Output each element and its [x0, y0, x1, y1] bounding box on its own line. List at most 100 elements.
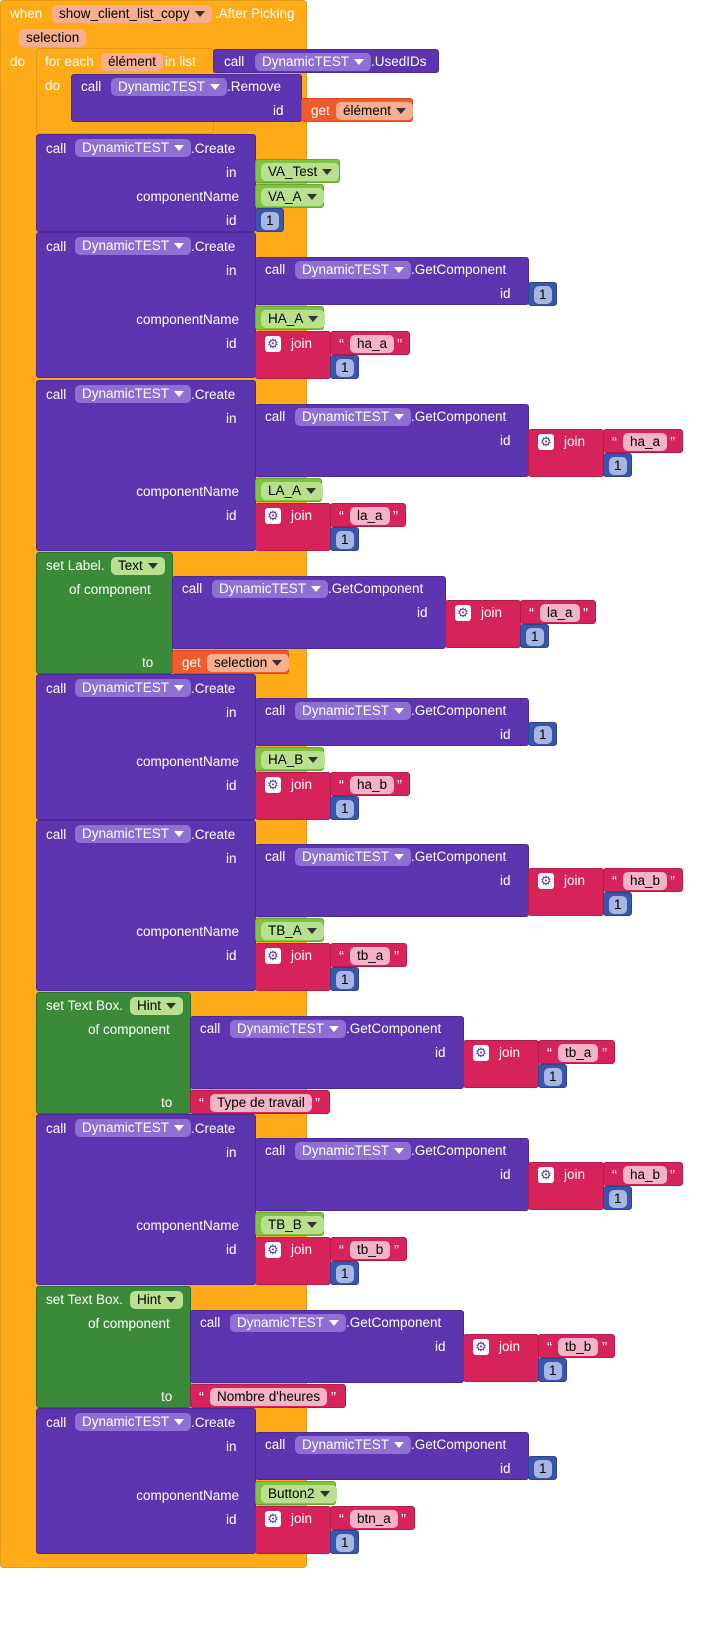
number-value[interactable]: 1 [336, 800, 354, 818]
number-value[interactable]: 1 [609, 457, 627, 475]
component-dropdown[interactable]: LA_A [261, 482, 324, 500]
number-block[interactable]: 1 [255, 208, 284, 232]
text-value[interactable]: la_a [540, 604, 580, 622]
get-component-block[interactable]: call DynamicTEST .GetComponent id [255, 1432, 529, 1480]
join-block[interactable]: ⚙ join [463, 1334, 539, 1382]
property-dropdown[interactable]: Hint [130, 997, 184, 1015]
number-block[interactable]: 1 [330, 1530, 359, 1554]
number-block[interactable]: 1 [528, 722, 557, 746]
set-textbox-hint-block-1[interactable]: set Text Box. Hint of component to [36, 992, 191, 1114]
component-dropdown[interactable]: DynamicTEST [230, 1314, 347, 1332]
property-dropdown[interactable]: Hint [130, 1291, 184, 1309]
number-value[interactable]: 1 [526, 628, 544, 646]
component-block-ha-b[interactable]: HA_B [255, 747, 326, 771]
create-block-5[interactable]: call DynamicTEST .Create in componentNam… [36, 820, 256, 991]
text-value[interactable]: Nombre d'heures [210, 1388, 328, 1406]
component-dropdown[interactable]: DynamicTEST [230, 1020, 347, 1038]
text-block[interactable]: “ ha_b ” [330, 772, 410, 796]
number-block[interactable]: 1 [603, 1186, 632, 1210]
text-block-nombre-heures[interactable]: “ Nombre d'heures ” [190, 1384, 346, 1408]
component-dropdown[interactable]: DynamicTEST [212, 580, 329, 598]
component-dropdown[interactable]: HA_A [261, 310, 326, 328]
set-label-text-block[interactable]: set Label. Text of component to [36, 552, 173, 674]
text-value[interactable]: ha_b [350, 776, 395, 794]
get-component-block[interactable]: call DynamicTEST .GetComponent id [172, 576, 446, 649]
loop-var-element[interactable]: élément [101, 53, 164, 71]
create-block-7[interactable]: call DynamicTEST .Create in componentNam… [36, 1408, 256, 1554]
component-block-la-a[interactable]: LA_A [255, 478, 324, 502]
number-value[interactable]: 1 [544, 1362, 562, 1380]
component-dropdown[interactable]: TB_A [261, 922, 324, 940]
create-block-6[interactable]: call DynamicTEST .Create in componentNam… [36, 1114, 256, 1285]
text-block[interactable]: “ ha_a ” [603, 429, 683, 453]
component-dropdown[interactable]: DynamicTEST [75, 237, 192, 255]
number-block[interactable]: 1 [330, 796, 359, 820]
text-value[interactable]: la_a [350, 507, 390, 525]
get-component-block[interactable]: call DynamicTEST .GetComponent id [190, 1016, 464, 1089]
component-dropdown[interactable]: VA_A [261, 188, 324, 206]
get-component-block[interactable]: call DynamicTEST .GetComponent id [255, 257, 529, 305]
component-block-va-test[interactable]: VA_Test [255, 159, 340, 183]
number-block[interactable]: 1 [330, 527, 359, 551]
text-block[interactable]: “ tb_a ” [330, 943, 407, 967]
text-block[interactable]: “ la_a ” [520, 600, 596, 624]
join-block[interactable]: ⚙ join [255, 1506, 331, 1554]
gear-icon[interactable]: ⚙ [538, 1167, 554, 1183]
set-textbox-hint-block-2[interactable]: set Text Box. Hint of component to [36, 1286, 191, 1408]
join-block[interactable]: ⚙ join [445, 600, 521, 648]
component-dropdown[interactable]: DynamicTEST [75, 139, 192, 157]
create-block-1[interactable]: call DynamicTEST .Create in componentNam… [36, 134, 256, 232]
text-value[interactable]: Type de travail [210, 1094, 312, 1112]
text-block[interactable]: “ ha_b ” [603, 1162, 683, 1186]
gear-icon[interactable]: ⚙ [265, 777, 281, 793]
gear-icon[interactable]: ⚙ [265, 336, 281, 352]
text-value[interactable]: btn_a [350, 1510, 398, 1528]
text-block-type-travail[interactable]: “ Type de travail ” [190, 1090, 330, 1114]
number-value[interactable]: 1 [534, 1460, 552, 1478]
component-dropdown[interactable]: VA_Test [261, 163, 340, 181]
join-block[interactable]: ⚙ join [255, 331, 331, 379]
text-block[interactable]: “ ha_a ” [330, 331, 410, 355]
component-block-ha-a[interactable]: HA_A [255, 306, 326, 330]
gear-icon[interactable]: ⚙ [473, 1339, 489, 1355]
number-block[interactable]: 1 [538, 1358, 567, 1382]
text-value[interactable]: tb_b [558, 1338, 599, 1356]
text-value[interactable]: ha_a [350, 335, 395, 353]
component-dropdown[interactable]: HA_B [261, 751, 326, 769]
component-dropdown[interactable]: DynamicTEST [295, 1142, 412, 1160]
text-value[interactable]: tb_a [558, 1044, 599, 1062]
variable-dropdown[interactable]: élément [336, 102, 414, 120]
text-block[interactable]: “ tb_a ” [538, 1040, 615, 1064]
number-block[interactable]: 1 [520, 624, 549, 648]
text-block[interactable]: “ tb_b ” [330, 1237, 407, 1261]
number-value[interactable]: 1 [336, 359, 354, 377]
create-block-3[interactable]: call DynamicTEST .Create in componentNam… [36, 380, 256, 551]
create-block-4[interactable]: call DynamicTEST .Create in componentNam… [36, 674, 256, 820]
variable-dropdown[interactable]: selection [207, 654, 290, 672]
component-dropdown[interactable]: DynamicTEST [295, 1436, 412, 1454]
join-block[interactable]: ⚙ join [255, 772, 331, 820]
event-param-selection[interactable]: selection [19, 29, 87, 47]
text-block[interactable]: “ btn_a ” [330, 1506, 415, 1530]
number-block[interactable]: 1 [330, 1261, 359, 1285]
component-dropdown[interactable]: DynamicTEST [75, 679, 192, 697]
text-value[interactable]: ha_b [623, 1166, 668, 1184]
number-value[interactable]: 1 [336, 531, 354, 549]
number-value[interactable]: 1 [261, 212, 279, 230]
gear-icon[interactable]: ⚙ [265, 948, 281, 964]
number-block[interactable]: 1 [603, 892, 632, 916]
gear-icon[interactable]: ⚙ [265, 508, 281, 524]
join-block[interactable]: ⚙ join [528, 429, 604, 477]
number-block[interactable]: 1 [603, 453, 632, 477]
join-block[interactable]: ⚙ join [255, 1237, 331, 1285]
text-value[interactable]: ha_b [623, 872, 668, 890]
join-block[interactable]: ⚙ join [463, 1040, 539, 1088]
join-block[interactable]: ⚙ join [528, 868, 604, 916]
number-value[interactable]: 1 [544, 1068, 562, 1086]
number-block[interactable]: 1 [330, 967, 359, 991]
component-block-button2[interactable]: Button2 [255, 1481, 337, 1505]
get-component-block[interactable]: call DynamicTEST .GetComponent id [255, 1138, 529, 1211]
component-block-va-a[interactable]: VA_A [255, 184, 324, 208]
number-value[interactable]: 1 [336, 1534, 354, 1552]
event-component-dropdown[interactable]: show_client_list_copy [52, 5, 212, 23]
